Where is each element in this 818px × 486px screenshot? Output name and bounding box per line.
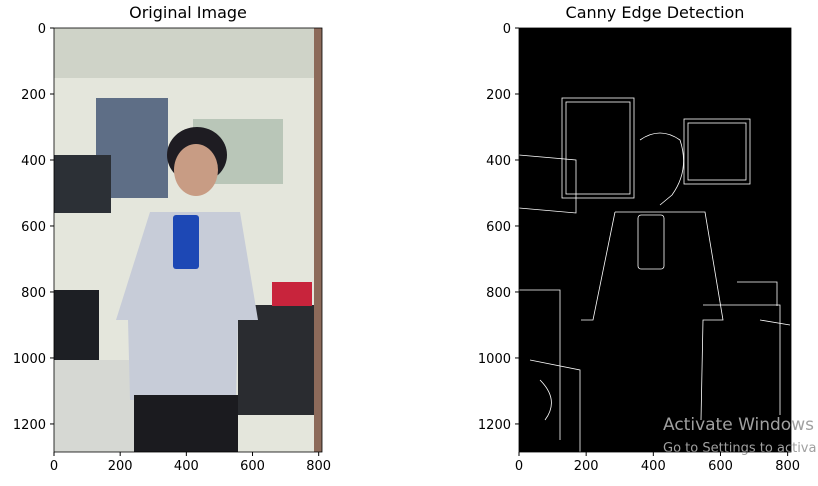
y-tick-label: 400 <box>486 154 511 169</box>
chart-title: Original Image <box>129 3 247 22</box>
y-tick-label: 800 <box>21 286 46 301</box>
watermark-title: Activate Windows <box>663 415 814 435</box>
x-tick-label: 200 <box>574 459 599 474</box>
x-tick-label: 600 <box>240 459 265 474</box>
x-tick-label: 200 <box>108 459 133 474</box>
x-tick-label: 400 <box>641 459 666 474</box>
y-tick-label: 400 <box>21 154 46 169</box>
x-tick-label: 800 <box>306 459 331 474</box>
y-tick-label: 1200 <box>478 418 511 433</box>
chart-title: Canny Edge Detection <box>566 3 745 22</box>
x-tick-label: 600 <box>708 459 733 474</box>
y-tick-label: 600 <box>21 220 46 235</box>
axes-frame <box>518 27 792 453</box>
y-tick-label: 200 <box>486 88 511 103</box>
x-tick-label: 0 <box>50 459 58 474</box>
photo-sketch <box>54 28 322 452</box>
axes-frame <box>53 27 323 453</box>
y-tick-label: 0 <box>38 22 46 37</box>
y-tick-label: 0 <box>503 22 511 37</box>
x-tick-label: 0 <box>515 459 523 474</box>
y-tick-label: 800 <box>486 286 511 301</box>
y-tick-label: 1000 <box>13 352 46 367</box>
edge-sketch <box>518 28 791 452</box>
y-tick-label: 1000 <box>478 352 511 367</box>
x-tick-label: 800 <box>775 459 800 474</box>
y-tick-label: 200 <box>21 88 46 103</box>
y-tick-label: 600 <box>486 220 511 235</box>
x-tick-label: 400 <box>174 459 199 474</box>
watermark-subtitle: Go to Settings to activa <box>663 441 816 456</box>
y-tick-label: 1200 <box>13 418 46 433</box>
